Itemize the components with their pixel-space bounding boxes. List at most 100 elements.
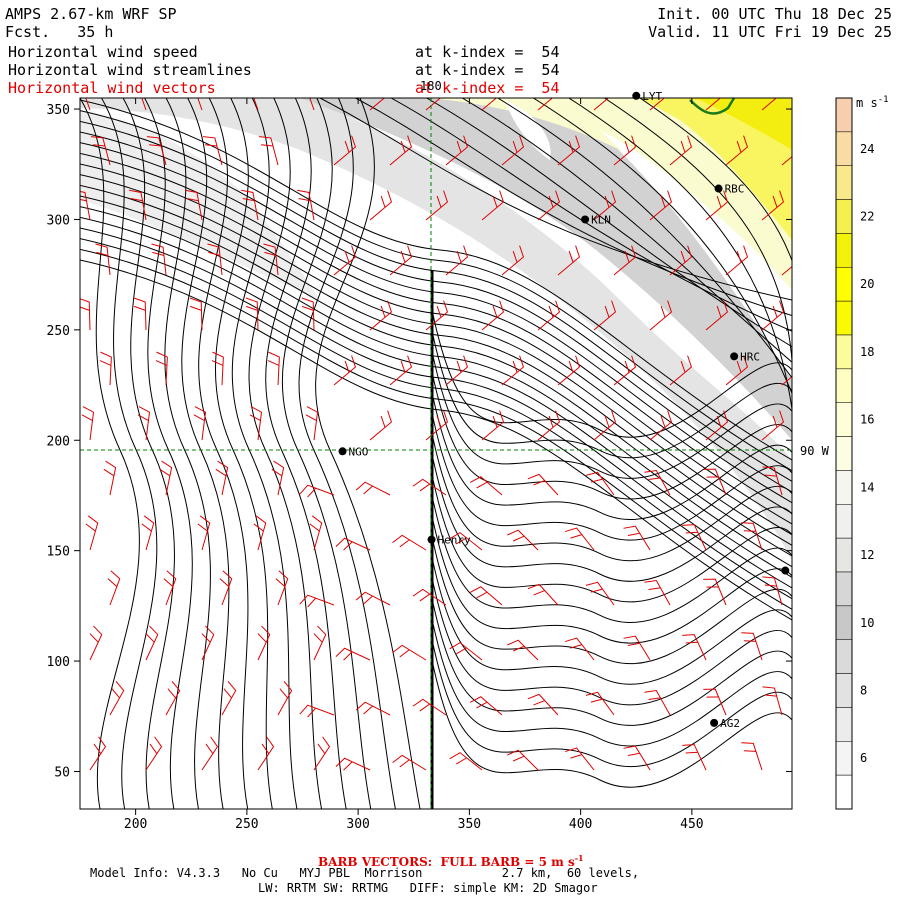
wind-barb xyxy=(313,736,331,771)
station-marker xyxy=(581,215,590,224)
wind-barb xyxy=(761,300,785,331)
colorbar-swatch xyxy=(835,436,853,471)
station-marker xyxy=(632,91,641,100)
colorbar-swatch xyxy=(835,402,853,437)
streamline xyxy=(568,98,792,409)
wind-barb xyxy=(623,635,651,661)
wind-barb xyxy=(449,642,483,661)
streamline xyxy=(431,392,792,521)
wind-barb xyxy=(425,410,449,441)
wind-speed-contour xyxy=(689,98,736,115)
shade-band-dark xyxy=(300,98,792,440)
wind-barb xyxy=(649,98,666,111)
wind-barb xyxy=(258,136,279,166)
wind-barb xyxy=(189,297,203,331)
wind-barb xyxy=(481,190,505,221)
wind-barb xyxy=(355,481,391,496)
wind-barb xyxy=(557,355,581,386)
wind-barb xyxy=(109,680,125,716)
wind-barb xyxy=(761,98,778,111)
wind-barb xyxy=(389,355,413,386)
streamline xyxy=(298,98,396,809)
field-name-speed: Horizontal wind speed xyxy=(8,43,198,61)
wind-barb xyxy=(781,265,792,276)
wind-barb xyxy=(257,625,271,661)
wind-barb xyxy=(761,190,785,221)
streamline xyxy=(80,142,792,504)
wind-barb xyxy=(301,297,315,331)
wind-barb xyxy=(159,460,173,496)
colorbar-label: 6 xyxy=(860,751,867,765)
colorbar-frame xyxy=(835,97,853,810)
streamline xyxy=(431,495,792,623)
wind-barb xyxy=(80,191,91,221)
wind-barb xyxy=(309,515,323,551)
streamline xyxy=(80,259,792,621)
colorbar-label: 22 xyxy=(860,210,874,224)
map-axes: 200 250 300 350 400 450 350 300 250 200 150 100 50 xyxy=(47,98,792,832)
wind-barb xyxy=(201,736,219,771)
colorbar-swatch xyxy=(835,504,853,539)
x-tick-label: 200 xyxy=(124,817,147,832)
streamline xyxy=(431,454,792,582)
wind-barb xyxy=(469,476,503,496)
wind-barb xyxy=(145,625,159,661)
colorbar-swatch xyxy=(835,97,853,133)
parallel-label: 90 W xyxy=(800,444,829,458)
wind-barb xyxy=(146,136,167,166)
streamline xyxy=(80,238,792,600)
streamline xyxy=(431,577,792,706)
colorbar-swatch xyxy=(835,707,853,742)
wind-barb xyxy=(335,647,371,661)
map-frame xyxy=(79,97,793,810)
wind-barb xyxy=(389,135,413,166)
y-tick-label: 350 xyxy=(47,103,70,118)
colorbar-swatch xyxy=(835,571,853,607)
wind-barb xyxy=(299,704,335,718)
stations: LYT RBC KLN HRC NGO Henry AG2 xyxy=(338,90,790,730)
x-tick-label: 300 xyxy=(346,817,369,832)
colorbar-swatch xyxy=(835,774,853,810)
colorbar-swatch xyxy=(835,639,853,674)
forecast-hour: Fcst. 35 h xyxy=(5,23,114,41)
streamline xyxy=(639,98,792,440)
wind-barb xyxy=(333,135,357,166)
wind-barb xyxy=(703,688,727,716)
wind-barb xyxy=(761,410,785,441)
wind-barb xyxy=(133,297,147,331)
wind-barb xyxy=(741,742,763,771)
wind-barb xyxy=(163,570,177,606)
streamline xyxy=(431,598,792,726)
wind-barb xyxy=(253,98,259,111)
streamline xyxy=(431,433,792,562)
field-level-vectors: at k-index = 54 xyxy=(415,79,560,97)
streamline xyxy=(80,98,140,809)
colorbar-swatch xyxy=(835,673,853,708)
streamline xyxy=(80,120,792,482)
wind-barb xyxy=(85,98,91,111)
colorbar-label: 10 xyxy=(860,616,874,630)
station-label: HRC xyxy=(740,350,760,363)
wind-barb xyxy=(155,351,168,386)
streamline xyxy=(431,412,792,541)
wind-barb xyxy=(469,586,503,606)
wind-barb xyxy=(705,98,722,111)
wind-barb xyxy=(129,189,147,221)
streamline xyxy=(431,536,792,665)
wind-barb xyxy=(781,155,792,166)
colorbar-label: 14 xyxy=(860,480,874,494)
wind-barb xyxy=(95,243,111,276)
wind-barb xyxy=(197,515,211,551)
streamline xyxy=(431,618,792,747)
wind-barb xyxy=(137,406,151,441)
colorbar-swatch xyxy=(835,131,853,166)
wind-barb xyxy=(85,515,99,551)
field-level-speed: at k-index = 54 xyxy=(415,43,560,61)
station-label: Henry xyxy=(438,534,471,547)
colorbar-swatch xyxy=(835,300,853,336)
wind-barb xyxy=(221,680,237,716)
wind-barb xyxy=(333,245,357,276)
streamline xyxy=(164,98,211,809)
colorbar-label: 8 xyxy=(860,684,867,698)
